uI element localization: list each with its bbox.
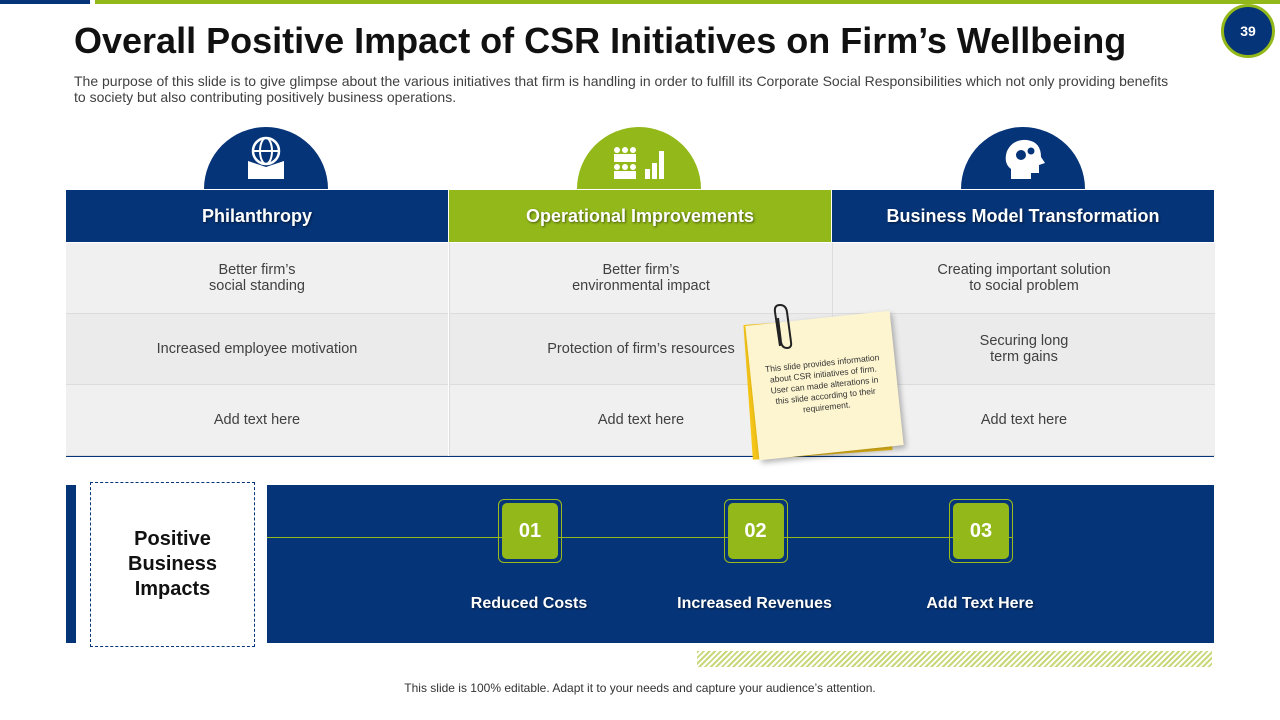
column-header: Philanthropy	[66, 190, 448, 242]
number: 02	[727, 503, 784, 559]
people-chart-icon	[614, 147, 664, 179]
number-box: 02	[723, 499, 788, 563]
table-cell: Increased employee motivation	[66, 314, 448, 385]
number-box: 03	[949, 499, 1013, 563]
connector-line	[267, 537, 1012, 538]
column-header: Business Model Transformation	[832, 190, 1214, 242]
number: 01	[502, 503, 558, 559]
number: 03	[953, 503, 1009, 559]
column-header: Operational Improvements	[449, 190, 831, 242]
side-bar	[66, 485, 76, 643]
sticky-note-text: This slide provides information about CS…	[764, 352, 880, 415]
top-bar-navy	[0, 0, 90, 4]
impact-label: Increased Revenues	[677, 595, 832, 612]
impact-label: Reduced Costs	[470, 595, 588, 612]
table-bottom-line	[66, 456, 1214, 457]
icon-dome	[204, 127, 328, 189]
page-number: 39	[1221, 4, 1275, 58]
table-cell: Better firm’s social standing	[66, 243, 448, 314]
paper-clip	[773, 303, 793, 350]
head-gears-icon	[1005, 139, 1045, 179]
table-cell: Creating important solution to social pr…	[832, 243, 1215, 314]
impact-label: Add Text Here	[926, 595, 1034, 612]
footer: This slide is 100% editable. Adapt it to…	[404, 681, 876, 695]
icon-dome	[961, 127, 1085, 189]
number-box: 01	[498, 499, 562, 563]
table-cell: Add text here	[66, 385, 448, 456]
impacts-label: Positive Business Impacts	[90, 482, 255, 647]
icon-dome	[577, 127, 701, 189]
globe-book-icon	[248, 136, 284, 179]
table-cell: Better firm’s environmental impact	[449, 243, 832, 314]
top-bar-green	[95, 0, 1280, 4]
title: Overall Positive Impact of CSR Initiativ…	[74, 20, 1127, 61]
subtitle: The purpose of this slide is to give gli…	[74, 73, 1169, 105]
hatched-strip	[697, 651, 1212, 667]
